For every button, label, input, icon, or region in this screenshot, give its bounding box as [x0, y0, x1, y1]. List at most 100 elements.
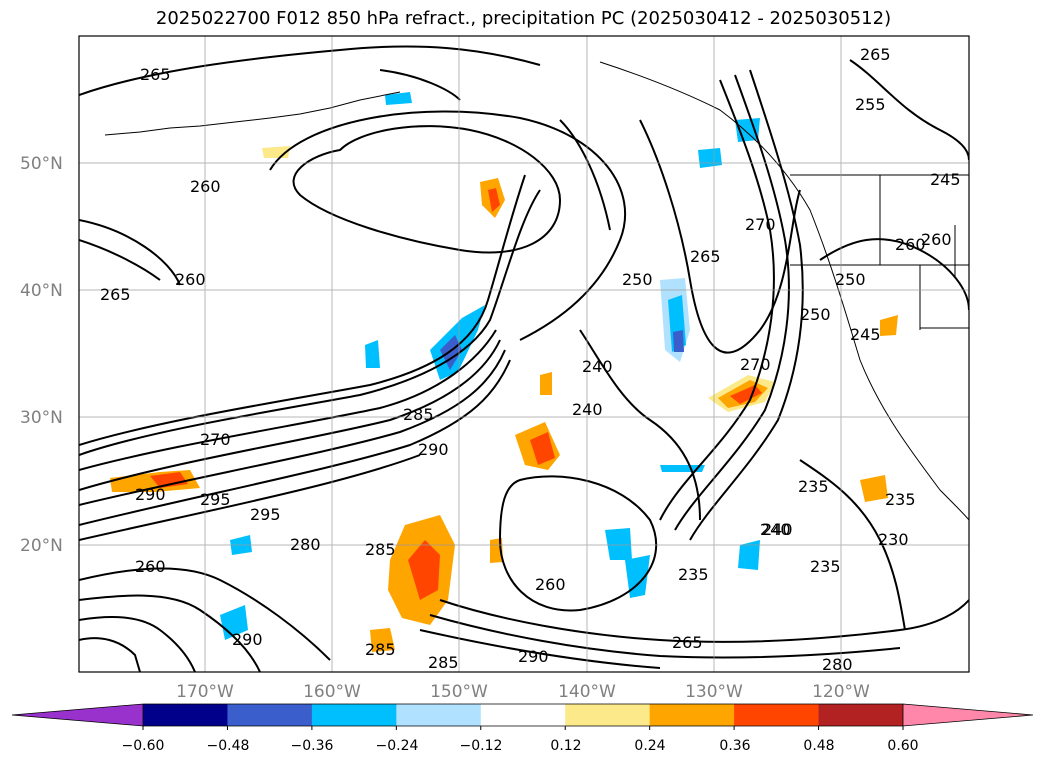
lon-label: 140°W	[558, 682, 616, 702]
precip-blob-positive	[860, 475, 888, 502]
colorbar-segments	[12, 704, 1033, 726]
contour-line	[79, 359, 511, 526]
contour-line	[79, 174, 526, 446]
contour-label: 290	[518, 647, 549, 666]
contour-label: 240	[582, 357, 613, 376]
contour-label: 290	[135, 485, 166, 504]
contour-label: 250	[622, 270, 653, 289]
latitude-labels: 50°N 40°N 30°N 20°N	[20, 154, 63, 556]
contour-line	[379, 69, 461, 101]
refractivity-contours	[79, 45, 969, 672]
contour-line	[79, 339, 501, 491]
colorbar-tick-label: −0.48	[207, 738, 250, 754]
contour-label: 265	[100, 285, 131, 304]
precip-shading	[110, 92, 898, 652]
precip-blob-strong-negative	[673, 330, 684, 352]
contour-line	[79, 45, 541, 96]
colorbar-extend-high	[903, 704, 1033, 726]
contour-label: 255	[855, 95, 886, 114]
contour-label: 270	[740, 355, 771, 374]
colorbar-outline	[11, 703, 1034, 727]
contour-label: 240	[572, 400, 603, 419]
precip-blob-negative	[365, 340, 380, 368]
contour-line	[559, 119, 611, 231]
colorbar-segment	[227, 704, 313, 726]
coastlines	[104, 61, 969, 521]
contour-label: 240	[760, 520, 791, 539]
precip-blob-positive	[880, 315, 898, 336]
contour-line	[689, 69, 804, 541]
contour-line	[79, 329, 497, 471]
contour-label: 250	[835, 270, 866, 289]
contour-line	[849, 59, 969, 161]
lon-label: 170°W	[176, 682, 234, 702]
precip-blob-positive	[370, 628, 395, 652]
colorbar-segment	[396, 704, 482, 726]
map-title: 2025022700 F012 850 hPa refract., precip…	[155, 8, 892, 29]
state-borders	[790, 174, 969, 330]
precip-blob-strong	[488, 188, 500, 212]
colorbar-ticks	[142, 726, 904, 730]
contour-line	[79, 637, 141, 672]
precip-blob-strong	[408, 540, 440, 600]
precip-blob-negative	[605, 528, 632, 560]
precip-blob-negative	[625, 555, 650, 598]
colorbar-extend-low	[12, 704, 143, 726]
precip-blob-strong	[150, 472, 188, 488]
lon-label: 130°W	[685, 682, 743, 702]
contour-label: 260	[175, 270, 206, 289]
contour-line	[79, 594, 261, 672]
contour-line	[79, 219, 181, 286]
contour-label: 265	[860, 45, 891, 64]
contour-line	[674, 74, 790, 531]
colorbar-segment	[480, 704, 566, 726]
contour-label: 265	[672, 633, 703, 652]
contour-label: 245	[930, 170, 961, 189]
contour-label: 260	[535, 575, 566, 594]
colorbar-tick-label: −0.12	[460, 738, 503, 754]
aleutian-coast	[104, 91, 401, 136]
colorbar-tick-label: 0.12	[550, 738, 581, 754]
contour-label: 240	[762, 520, 793, 539]
contour-label: 285	[365, 540, 396, 559]
colorbar-tick-label: −0.60	[122, 738, 165, 754]
colorbar-segment	[311, 704, 397, 726]
colorbar-segment	[143, 704, 228, 726]
precip-blob-negative	[738, 540, 760, 570]
lon-label: 150°W	[430, 682, 488, 702]
contour-label: 260	[921, 230, 952, 249]
colorbar-labels: −0.60 −0.48 −0.36 −0.24 −0.12 0.12 0.24 …	[122, 738, 919, 754]
contour-label: 265	[690, 247, 721, 266]
contour-label: 260	[895, 235, 926, 254]
contour-line	[79, 189, 541, 456]
contour-line	[269, 110, 626, 341]
contour-line	[429, 614, 901, 659]
contour-line	[79, 616, 196, 672]
contour-label: 235	[678, 565, 709, 584]
contour-label: 270	[200, 430, 231, 449]
graticule	[79, 36, 969, 672]
contour-line	[79, 567, 331, 661]
contour-labels: 265 265 260 260 265 260 250 265 270 250 …	[100, 45, 961, 672]
contour-label: 295	[200, 490, 231, 509]
lat-label: 40°N	[20, 281, 63, 301]
contour-label: 290	[418, 440, 449, 459]
contour-line	[79, 239, 161, 281]
precip-blob-negative	[698, 148, 722, 168]
lon-label: 120°W	[812, 682, 870, 702]
colorbar-tick-label: 0.36	[719, 738, 750, 754]
contour-line	[659, 79, 775, 521]
colorbar-segment	[649, 704, 735, 726]
lat-label: 30°N	[20, 408, 63, 428]
contour-line	[79, 454, 421, 541]
colorbar-segment	[565, 704, 651, 726]
lon-label: 160°W	[303, 682, 361, 702]
contour-label: 285	[428, 653, 459, 672]
colorbar-segment	[734, 704, 820, 726]
precip-blob-positive	[540, 372, 552, 395]
contour-label: 250	[800, 305, 831, 324]
precip-blob-negative	[385, 92, 412, 105]
colorbar-tick-label: 0.24	[634, 738, 665, 754]
contour-label: 290	[232, 630, 263, 649]
